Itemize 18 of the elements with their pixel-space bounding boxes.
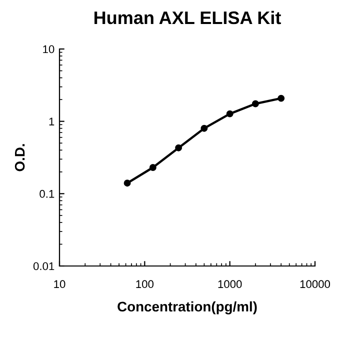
chart-title: Human AXL ELISA Kit bbox=[94, 10, 281, 24]
x-tick-label: 10 bbox=[54, 280, 66, 288]
point bbox=[124, 180, 131, 187]
y-axis-title: O.D. bbox=[14, 144, 25, 172]
point bbox=[200, 124, 208, 132]
point bbox=[226, 110, 234, 118]
x-tick-label: 100 bbox=[136, 280, 154, 288]
x-axis-title: Concentration(pg/ml) bbox=[118, 301, 257, 314]
point bbox=[149, 164, 156, 171]
point bbox=[252, 100, 259, 108]
y-tick-label: 1 bbox=[49, 118, 54, 126]
x-tick-label: 1000 bbox=[218, 280, 242, 288]
y-tick-label: 0.1 bbox=[40, 190, 54, 198]
y-tick-label: 10 bbox=[43, 45, 54, 54]
point bbox=[278, 94, 285, 102]
y-tick-label: 0.01 bbox=[33, 262, 54, 270]
point bbox=[175, 144, 182, 152]
x-tick-label: 10000 bbox=[300, 280, 330, 288]
